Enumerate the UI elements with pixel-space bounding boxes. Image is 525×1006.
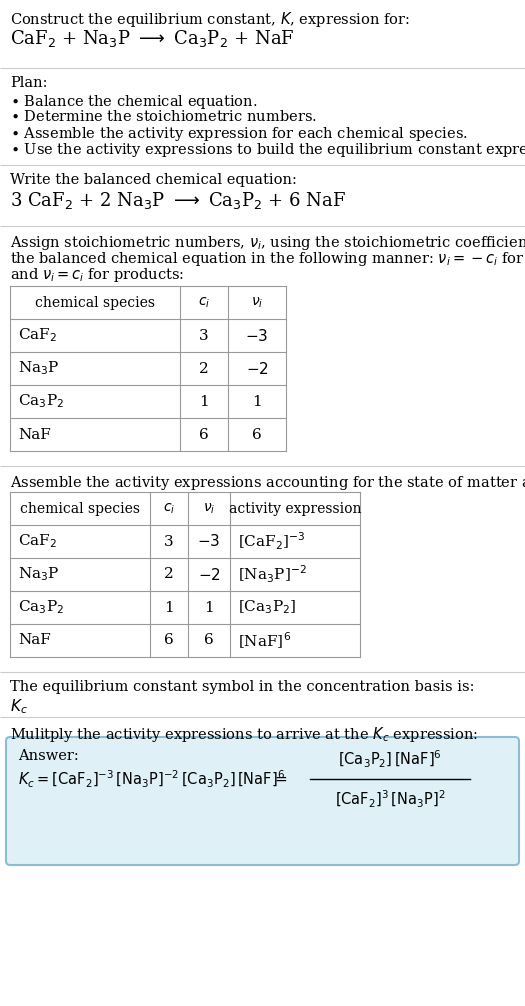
Text: $-2$: $-2$	[246, 360, 268, 376]
Text: $\bullet$ Use the activity expressions to build the equilibrium constant express: $\bullet$ Use the activity expressions t…	[10, 141, 525, 159]
Text: $-2$: $-2$	[197, 566, 220, 582]
Text: $[\mathrm{CaF_2}]^{3}\,[\mathrm{Na_3P}]^{2}$: $[\mathrm{CaF_2}]^{3}\,[\mathrm{Na_3P}]^…	[335, 789, 445, 810]
Text: chemical species: chemical species	[20, 502, 140, 515]
Text: Na$_3$P: Na$_3$P	[18, 565, 59, 583]
Text: $[\mathrm{Ca_3P_2}]\,[\mathrm{NaF}]^{6}$: $[\mathrm{Ca_3P_2}]\,[\mathrm{NaF}]^{6}$	[338, 748, 442, 770]
Text: $=$: $=$	[272, 772, 288, 786]
Text: Assign stoichiometric numbers, $\nu_i$, using the stoichiometric coefficients, $: Assign stoichiometric numbers, $\nu_i$, …	[10, 234, 525, 252]
Text: $\bullet$ Determine the stoichiometric numbers.: $\bullet$ Determine the stoichiometric n…	[10, 109, 317, 124]
Text: 6: 6	[199, 428, 209, 442]
Text: $\nu_i$: $\nu_i$	[203, 501, 215, 516]
Text: $-3$: $-3$	[245, 328, 269, 343]
Text: [CaF$_2$]$^{-3}$: [CaF$_2$]$^{-3}$	[238, 531, 306, 552]
Text: 3 CaF$_2$ + 2 Na$_3$P $\longrightarrow$ Ca$_3$P$_2$ + 6 NaF: 3 CaF$_2$ + 2 Na$_3$P $\longrightarrow$ …	[10, 190, 346, 211]
Text: activity expression: activity expression	[229, 502, 361, 515]
Text: The equilibrium constant symbol in the concentration basis is:: The equilibrium constant symbol in the c…	[10, 680, 475, 694]
Text: Answer:: Answer:	[18, 749, 79, 763]
Text: 2: 2	[164, 567, 174, 581]
Text: CaF$_2$: CaF$_2$	[18, 532, 57, 550]
Text: [Ca$_3$P$_2$]: [Ca$_3$P$_2$]	[238, 599, 297, 617]
Text: Ca$_3$P$_2$: Ca$_3$P$_2$	[18, 599, 64, 617]
Text: 6: 6	[164, 634, 174, 648]
Text: 1: 1	[204, 601, 214, 615]
Text: [NaF]$^6$: [NaF]$^6$	[238, 631, 291, 651]
Text: 1: 1	[252, 394, 262, 408]
Text: Assemble the activity expressions accounting for the state of matter and $\nu_i$: Assemble the activity expressions accoun…	[10, 474, 525, 492]
Text: 3: 3	[164, 534, 174, 548]
Text: $-3$: $-3$	[197, 533, 220, 549]
Text: Na$_3$P: Na$_3$P	[18, 360, 59, 377]
Text: $K_c = [\mathrm{CaF_2}]^{-3}\,[\mathrm{Na_3P}]^{-2}\,[\mathrm{Ca_3P_2}]\,[\mathr: $K_c = [\mathrm{CaF_2}]^{-3}\,[\mathrm{N…	[18, 769, 285, 790]
Text: $c_i$: $c_i$	[198, 296, 210, 310]
Text: NaF: NaF	[18, 634, 51, 648]
Text: Write the balanced chemical equation:: Write the balanced chemical equation:	[10, 173, 297, 187]
Text: $\bullet$ Balance the chemical equation.: $\bullet$ Balance the chemical equation.	[10, 93, 257, 111]
FancyBboxPatch shape	[6, 737, 519, 865]
Text: Construct the equilibrium constant, $K$, expression for:: Construct the equilibrium constant, $K$,…	[10, 10, 410, 29]
Text: CaF$_2$ + Na$_3$P $\longrightarrow$ Ca$_3$P$_2$ + NaF: CaF$_2$ + Na$_3$P $\longrightarrow$ Ca$_…	[10, 28, 295, 49]
Text: Ca$_3$P$_2$: Ca$_3$P$_2$	[18, 392, 64, 410]
Text: 6: 6	[252, 428, 262, 442]
Text: [Na$_3$P]$^{-2}$: [Na$_3$P]$^{-2}$	[238, 563, 307, 585]
Text: CaF$_2$: CaF$_2$	[18, 327, 57, 344]
Text: Plan:: Plan:	[10, 76, 47, 90]
Text: 2: 2	[199, 361, 209, 375]
Text: NaF: NaF	[18, 428, 51, 442]
Text: 3: 3	[199, 329, 209, 342]
Text: $c_i$: $c_i$	[163, 501, 175, 516]
Text: $\bullet$ Assemble the activity expression for each chemical species.: $\bullet$ Assemble the activity expressi…	[10, 125, 468, 143]
Text: $K_c$: $K_c$	[10, 697, 28, 715]
Text: chemical species: chemical species	[35, 296, 155, 310]
Text: 1: 1	[164, 601, 174, 615]
Text: and $\nu_i = c_i$ for products:: and $\nu_i = c_i$ for products:	[10, 266, 184, 284]
Text: the balanced chemical equation in the following manner: $\nu_i = -c_i$ for react: the balanced chemical equation in the fo…	[10, 250, 525, 268]
Text: Mulitply the activity expressions to arrive at the $K_c$ expression:: Mulitply the activity expressions to arr…	[10, 725, 478, 744]
Text: 1: 1	[199, 394, 209, 408]
Text: 6: 6	[204, 634, 214, 648]
Text: $\nu_i$: $\nu_i$	[251, 296, 263, 310]
